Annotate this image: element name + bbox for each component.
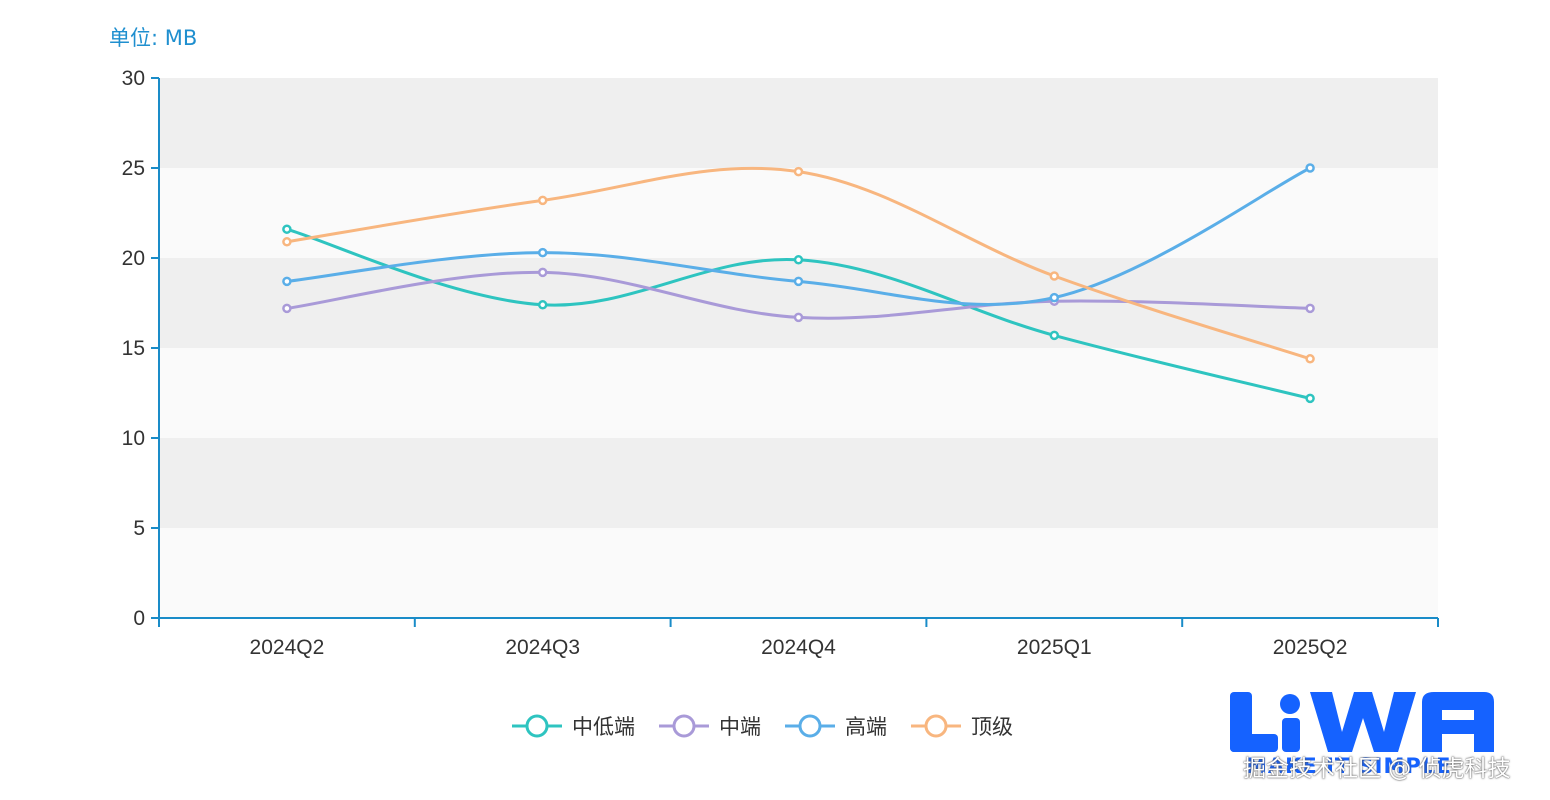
y-tick-label: 10 [122,427,145,450]
data-point [1049,292,1060,303]
legend-label: 顶级 [971,715,1013,739]
y-tick-label: 20 [122,247,145,270]
y-tick-label: 0 [133,607,145,630]
data-point [282,303,292,314]
legend-label: 中端 [719,715,761,739]
legend-marker-icon [911,714,961,738]
y-tick-label: 15 [122,337,145,360]
data-point [793,255,804,265]
x-tick-label: 2025Q2 [1273,636,1348,659]
legend-item[interactable]: 中低端 [510,711,635,741]
legend-item[interactable]: 顶级 [909,711,1013,741]
data-point [1305,303,1315,314]
unit-label: 单位: MB [109,26,198,50]
data-point [793,166,804,177]
grid-band [159,168,1438,258]
legend-label: 中低端 [572,715,635,739]
data-point [537,195,548,206]
legend: 中低端 中端 高端 顶级 [510,711,1035,741]
x-tick-label: 2025Q1 [1017,636,1092,659]
y-tick-label: 30 [122,67,145,90]
legend-item[interactable]: 高端 [783,711,887,741]
x-tick-label: 2024Q4 [761,636,836,659]
data-point [537,267,548,278]
data-point [282,224,292,234]
data-point [537,247,548,258]
data-point [1305,163,1315,173]
data-point [1049,271,1060,281]
data-point [1049,330,1060,341]
y-tick-label: 25 [122,157,145,180]
x-tick-label: 2024Q2 [250,636,325,659]
grid-band [159,438,1438,528]
y-tick-label: 5 [133,517,145,540]
data-point [537,300,548,310]
legend-label: 高端 [845,715,887,739]
data-point [793,312,804,323]
data-point [793,276,804,287]
legend-marker-icon [512,714,562,738]
data-point [1305,393,1315,404]
logo-graphic [1230,692,1494,752]
liwa-logo: MAKE IT SIMPLE [1228,690,1498,795]
logo-tagline: MAKE IT SIMPLE [1246,754,1452,778]
x-tick-label: 2024Q3 [505,636,580,659]
grid-band [159,78,1438,168]
legend-marker-icon [785,714,835,738]
legend-item[interactable]: 中端 [657,711,761,741]
watermark-text: 掘金技术社区 @ 侦虎科技 [1243,756,1511,782]
grid-band [159,528,1438,618]
data-point [282,276,292,287]
grid-band [159,348,1438,438]
data-point [282,237,292,247]
data-point [1305,354,1315,364]
legend-marker-icon [659,714,709,738]
